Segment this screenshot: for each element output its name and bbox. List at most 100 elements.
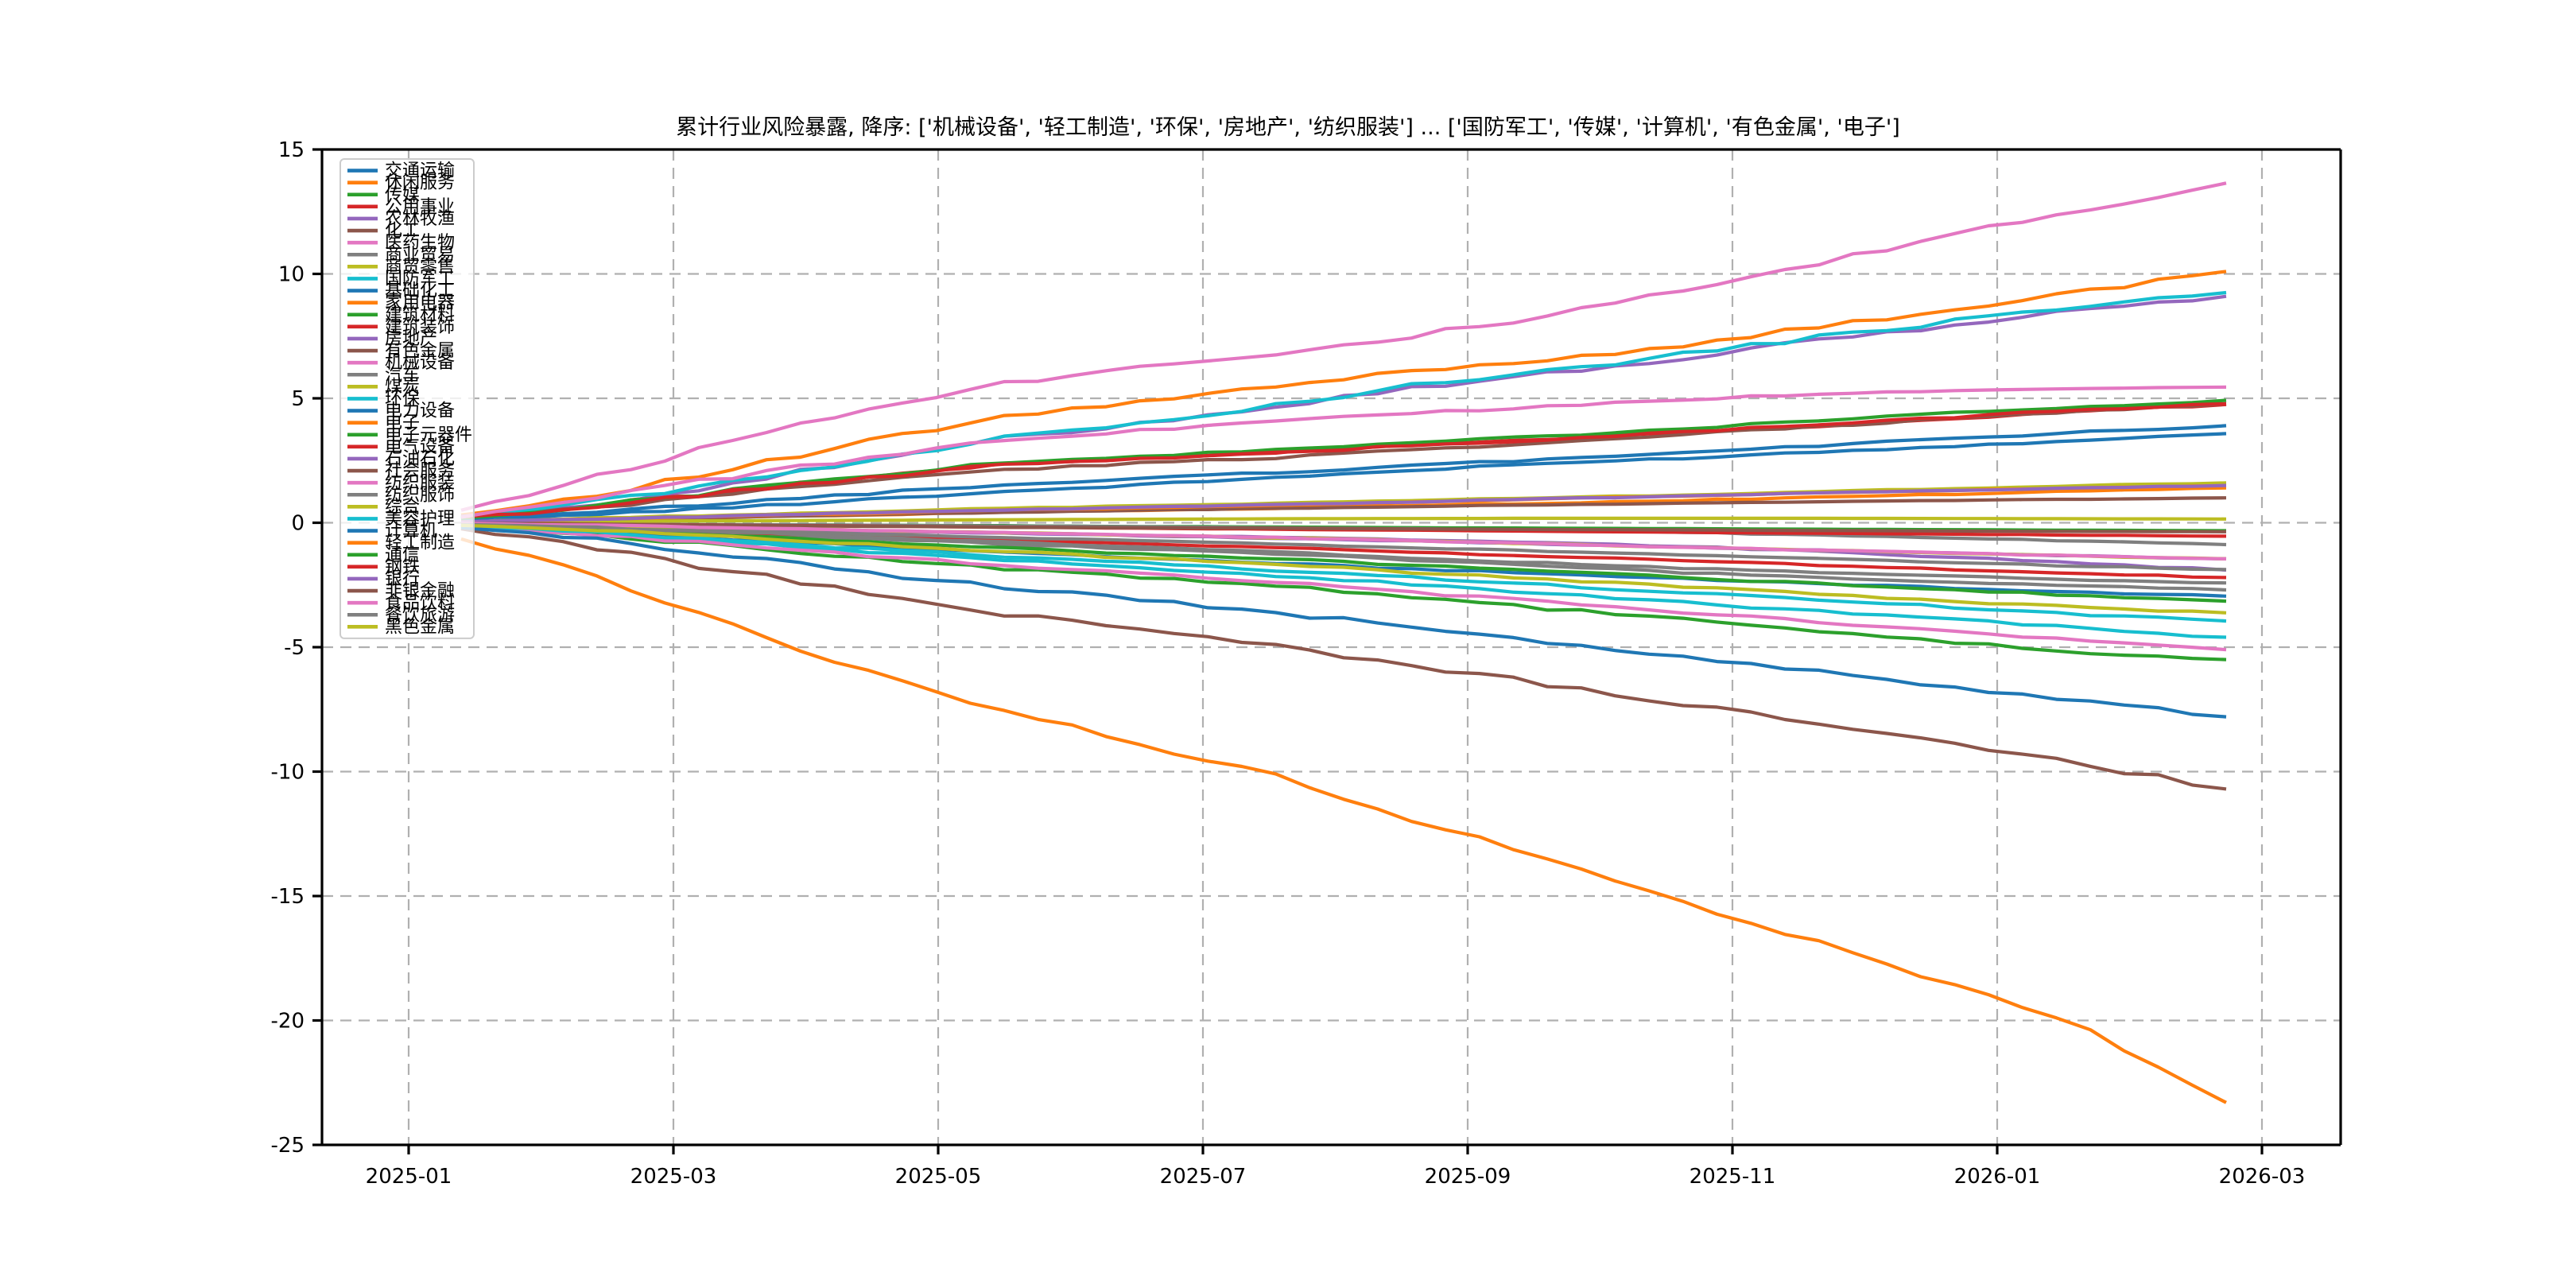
series-line bbox=[460, 523, 2227, 639]
legend-label: 机械设备 bbox=[385, 353, 455, 373]
series-line bbox=[460, 522, 2227, 585]
legend-item[interactable]: 建筑材料 bbox=[347, 305, 455, 325]
legend-label: 电气设备 bbox=[385, 437, 455, 457]
legend-label: 环保 bbox=[385, 389, 420, 409]
series-line bbox=[460, 402, 2227, 519]
legend-label: 餐饮旅游 bbox=[385, 605, 455, 625]
x-tick-label: 2026-01 bbox=[1954, 1165, 2041, 1189]
legend-label: 有色金属 bbox=[385, 341, 455, 361]
series-line bbox=[460, 522, 2227, 533]
legend-label: 电力设备 bbox=[385, 402, 455, 421]
legend-item[interactable]: 纺织服装 bbox=[347, 473, 455, 493]
legend-item[interactable]: 商业贸易 bbox=[347, 245, 455, 265]
y-tick-label: -25 bbox=[271, 1134, 305, 1158]
legend-item[interactable]: 公用事业 bbox=[347, 197, 455, 217]
series-line bbox=[460, 527, 2227, 791]
x-axis: 2025-01 2025-03 2025-05 2025-07 2025-09 2025-… bbox=[366, 1145, 2306, 1189]
legend-label: 汽车 bbox=[385, 365, 420, 385]
legend-item[interactable]: 电子元器件 bbox=[347, 425, 472, 445]
legend-item[interactable]: 餐饮旅游 bbox=[347, 605, 455, 625]
legend-item[interactable]: 电气设备 bbox=[347, 437, 455, 457]
legend-item[interactable]: 计算机 bbox=[347, 522, 437, 541]
legend-label: 食品饮料 bbox=[385, 593, 455, 613]
legend-label: 交通运输 bbox=[385, 161, 455, 181]
series-line bbox=[460, 526, 2227, 719]
legend-item[interactable]: 建筑装饰 bbox=[347, 317, 455, 337]
legend-item[interactable]: 机械设备 bbox=[347, 353, 455, 373]
legend-item[interactable]: 非银金融 bbox=[347, 581, 455, 601]
legend-label: 美容护理 bbox=[385, 509, 455, 529]
legend-item[interactable]: 国防军工 bbox=[347, 269, 455, 289]
legend-item[interactable]: 汽车 bbox=[347, 365, 420, 385]
legend-label: 综合 bbox=[385, 497, 420, 517]
legend-item[interactable]: 银行 bbox=[347, 569, 420, 589]
series-line bbox=[460, 516, 2227, 524]
x-tick-label: 2026-03 bbox=[2219, 1165, 2306, 1189]
legend-item[interactable]: 煤炭 bbox=[347, 377, 420, 397]
legend-label: 传媒 bbox=[385, 185, 420, 205]
legend-item[interactable]: 房地产 bbox=[347, 329, 437, 349]
series-line bbox=[460, 523, 2227, 603]
y-tick-label: -10 bbox=[271, 761, 305, 785]
series-line bbox=[460, 524, 2227, 623]
legend-label: 医药生物 bbox=[385, 233, 455, 253]
legend-label: 电子 bbox=[385, 413, 420, 433]
y-tick-label: -20 bbox=[271, 1010, 305, 1034]
series-line bbox=[460, 432, 2227, 523]
legend-item[interactable]: 石油石化 bbox=[347, 449, 455, 469]
legend-label: 黑色金属 bbox=[385, 617, 455, 637]
legend-label: 建筑材料 bbox=[385, 305, 455, 325]
legend-item[interactable]: 食品饮料 bbox=[347, 593, 455, 613]
legend-item[interactable]: 电子 bbox=[347, 413, 420, 433]
x-tick-label: 2025-09 bbox=[1425, 1165, 1511, 1189]
legend-item[interactable]: 医药生物 bbox=[347, 233, 455, 253]
legend-item[interactable]: 传媒 bbox=[347, 185, 420, 205]
series-group bbox=[460, 181, 2227, 1104]
legend-item[interactable]: 社会服务 bbox=[347, 461, 455, 481]
legend-item[interactable]: 休闲服务 bbox=[347, 173, 455, 193]
legend-item[interactable]: 钢铁 bbox=[347, 557, 420, 577]
legend-label: 纺织服装 bbox=[385, 473, 455, 493]
series-line bbox=[460, 385, 2227, 519]
legend-item[interactable]: 环保 bbox=[347, 389, 420, 409]
legend-label: 商业贸易 bbox=[385, 245, 455, 265]
legend-label: 银行 bbox=[385, 569, 420, 589]
legend-label: 轻工制造 bbox=[385, 533, 455, 553]
legend-item[interactable]: 家用电器 bbox=[347, 293, 455, 313]
x-tick-label: 2025-01 bbox=[366, 1165, 452, 1189]
legend-label: 石油石化 bbox=[385, 449, 455, 469]
x-tick-label: 2025-11 bbox=[1690, 1165, 1776, 1189]
series-line bbox=[460, 483, 2227, 524]
legend-item[interactable]: 化工 bbox=[347, 221, 420, 241]
legend-item[interactable]: 美容护理 bbox=[347, 509, 455, 529]
legend-item[interactable]: 基础化工 bbox=[347, 281, 455, 301]
series-line bbox=[460, 424, 2227, 522]
legend-label: 休闲服务 bbox=[385, 173, 455, 193]
legend-item[interactable]: 商贸零售 bbox=[347, 257, 455, 277]
y-tick-label: 5 bbox=[291, 387, 305, 411]
legend-label: 计算机 bbox=[385, 522, 437, 541]
legend-item[interactable]: 综合 bbox=[347, 497, 420, 517]
y-tick-label: 0 bbox=[291, 512, 305, 536]
chart-title: 累计行业风险暴露, 降序: ['机械设备', '轻工制造', '环保', '房地… bbox=[676, 115, 1900, 140]
legend-label: 非银金融 bbox=[385, 581, 455, 601]
legend-label: 农林牧渔 bbox=[385, 209, 455, 229]
legend-item[interactable]: 通信 bbox=[347, 545, 420, 565]
legend-label: 房地产 bbox=[385, 329, 437, 349]
legend-item[interactable]: 交通运输 bbox=[347, 161, 455, 181]
legend-label: 纺织服饰 bbox=[385, 485, 455, 505]
series-line bbox=[460, 294, 2227, 518]
legend-item[interactable]: 黑色金属 bbox=[347, 617, 455, 637]
legend-item[interactable]: 电力设备 bbox=[347, 402, 455, 421]
legend-label: 社会服务 bbox=[385, 461, 455, 481]
legend-item[interactable]: 轻工制造 bbox=[347, 533, 455, 553]
legend-label: 基础化工 bbox=[385, 281, 455, 301]
legend-item[interactable]: 纺织服饰 bbox=[347, 485, 455, 505]
legend-item[interactable]: 有色金属 bbox=[347, 341, 455, 361]
x-tick-label: 2025-07 bbox=[1160, 1165, 1247, 1189]
legend-item[interactable]: 农林牧渔 bbox=[347, 209, 455, 229]
legend-label: 商贸零售 bbox=[385, 257, 455, 277]
legend-label: 家用电器 bbox=[385, 293, 455, 313]
legend-label: 电子元器件 bbox=[385, 425, 472, 445]
